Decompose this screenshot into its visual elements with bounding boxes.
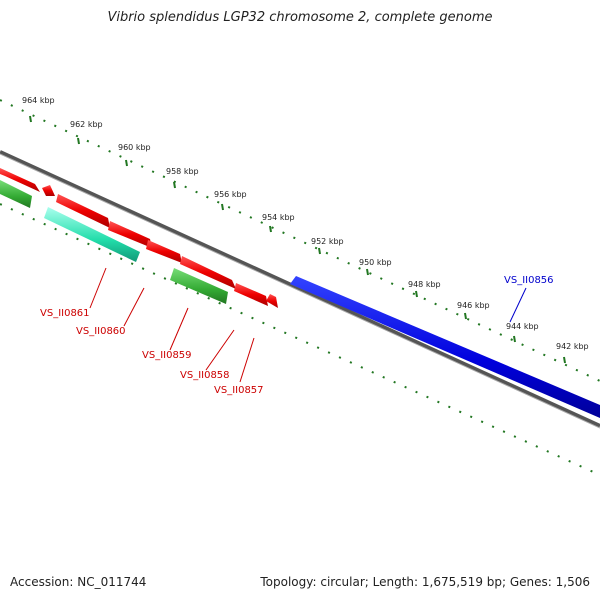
gene-label[interactable]: VS_II0859 [142, 350, 192, 361]
outer-ruler [0, 99, 600, 382]
inner-ruler [0, 203, 600, 476]
gene-label[interactable]: VS_II0860 [76, 326, 126, 337]
cds-feature[interactable] [290, 276, 600, 418]
ruler-major-tick [125, 159, 128, 167]
cds-feature[interactable] [108, 221, 152, 248]
ruler-label: 942 kbp [556, 342, 589, 351]
genome-summary-text: Topology: circular; Length: 1,675,519 bp… [260, 575, 590, 589]
rna-feature[interactable] [0, 180, 32, 208]
cds-feature[interactable] [146, 240, 182, 263]
cds-feature[interactable] [180, 256, 236, 289]
ruler-label: 962 kbp [70, 120, 103, 129]
ruler-label: 964 kbp [22, 96, 55, 105]
ruler-label: 958 kbp [166, 167, 199, 176]
ruler-major-tick [29, 115, 32, 123]
chromosome-backbone [0, 150, 600, 429]
gene-label[interactable]: VS_II0857 [214, 385, 264, 396]
cds-feature[interactable] [0, 168, 40, 192]
ruler-major-tick [366, 268, 369, 276]
ruler-label: 950 kbp [359, 258, 392, 267]
cds-feature[interactable] [42, 185, 55, 196]
rna-feature[interactable] [170, 268, 228, 304]
rna-feature[interactable] [44, 207, 140, 262]
gene-label[interactable]: VS_II0858 [180, 370, 230, 381]
ruler-label: 954 kbp [262, 213, 295, 222]
ruler-major-tick [464, 312, 467, 320]
ruler-major-tick [513, 335, 516, 343]
ruler-label: 948 kbp [408, 280, 441, 289]
cds-feature[interactable] [234, 283, 268, 306]
label-leaders [89, 267, 527, 383]
ruler-major-tick [415, 290, 418, 298]
cds-feature[interactable] [56, 194, 110, 228]
ruler-label: 952 kbp [311, 237, 344, 246]
ruler-major-tick [318, 247, 321, 255]
ruler-major-tick [173, 181, 176, 189]
gene-label[interactable]: VS_II0861 [40, 308, 90, 319]
gene-label[interactable]: VS_II0856 [504, 275, 554, 286]
ruler-label: 946 kbp [457, 301, 490, 310]
ruler-labels: 964 kbp 962 kbp 960 kbp 958 kbp 956 kbp 954 k… [22, 96, 589, 364]
gene-labels: VS_II0861 VS_II0860 VS_II0859 VS_II0858 VS_I… [40, 275, 554, 396]
ruler-label: 956 kbp [214, 190, 247, 199]
gene-features [0, 168, 600, 418]
ruler-label: 960 kbp [118, 143, 151, 152]
cds-feature[interactable] [266, 294, 278, 308]
ruler-major-tick [563, 356, 566, 364]
map-title: Vibrio splendidus LGP32 chromosome 2, co… [107, 10, 493, 25]
ruler-major-tick [221, 203, 224, 211]
ruler-major-tick [269, 225, 272, 233]
accession-text: Accession: NC_011744 [10, 575, 147, 589]
ruler-major-tick [77, 137, 80, 145]
ruler-label: 944 kbp [506, 322, 539, 331]
